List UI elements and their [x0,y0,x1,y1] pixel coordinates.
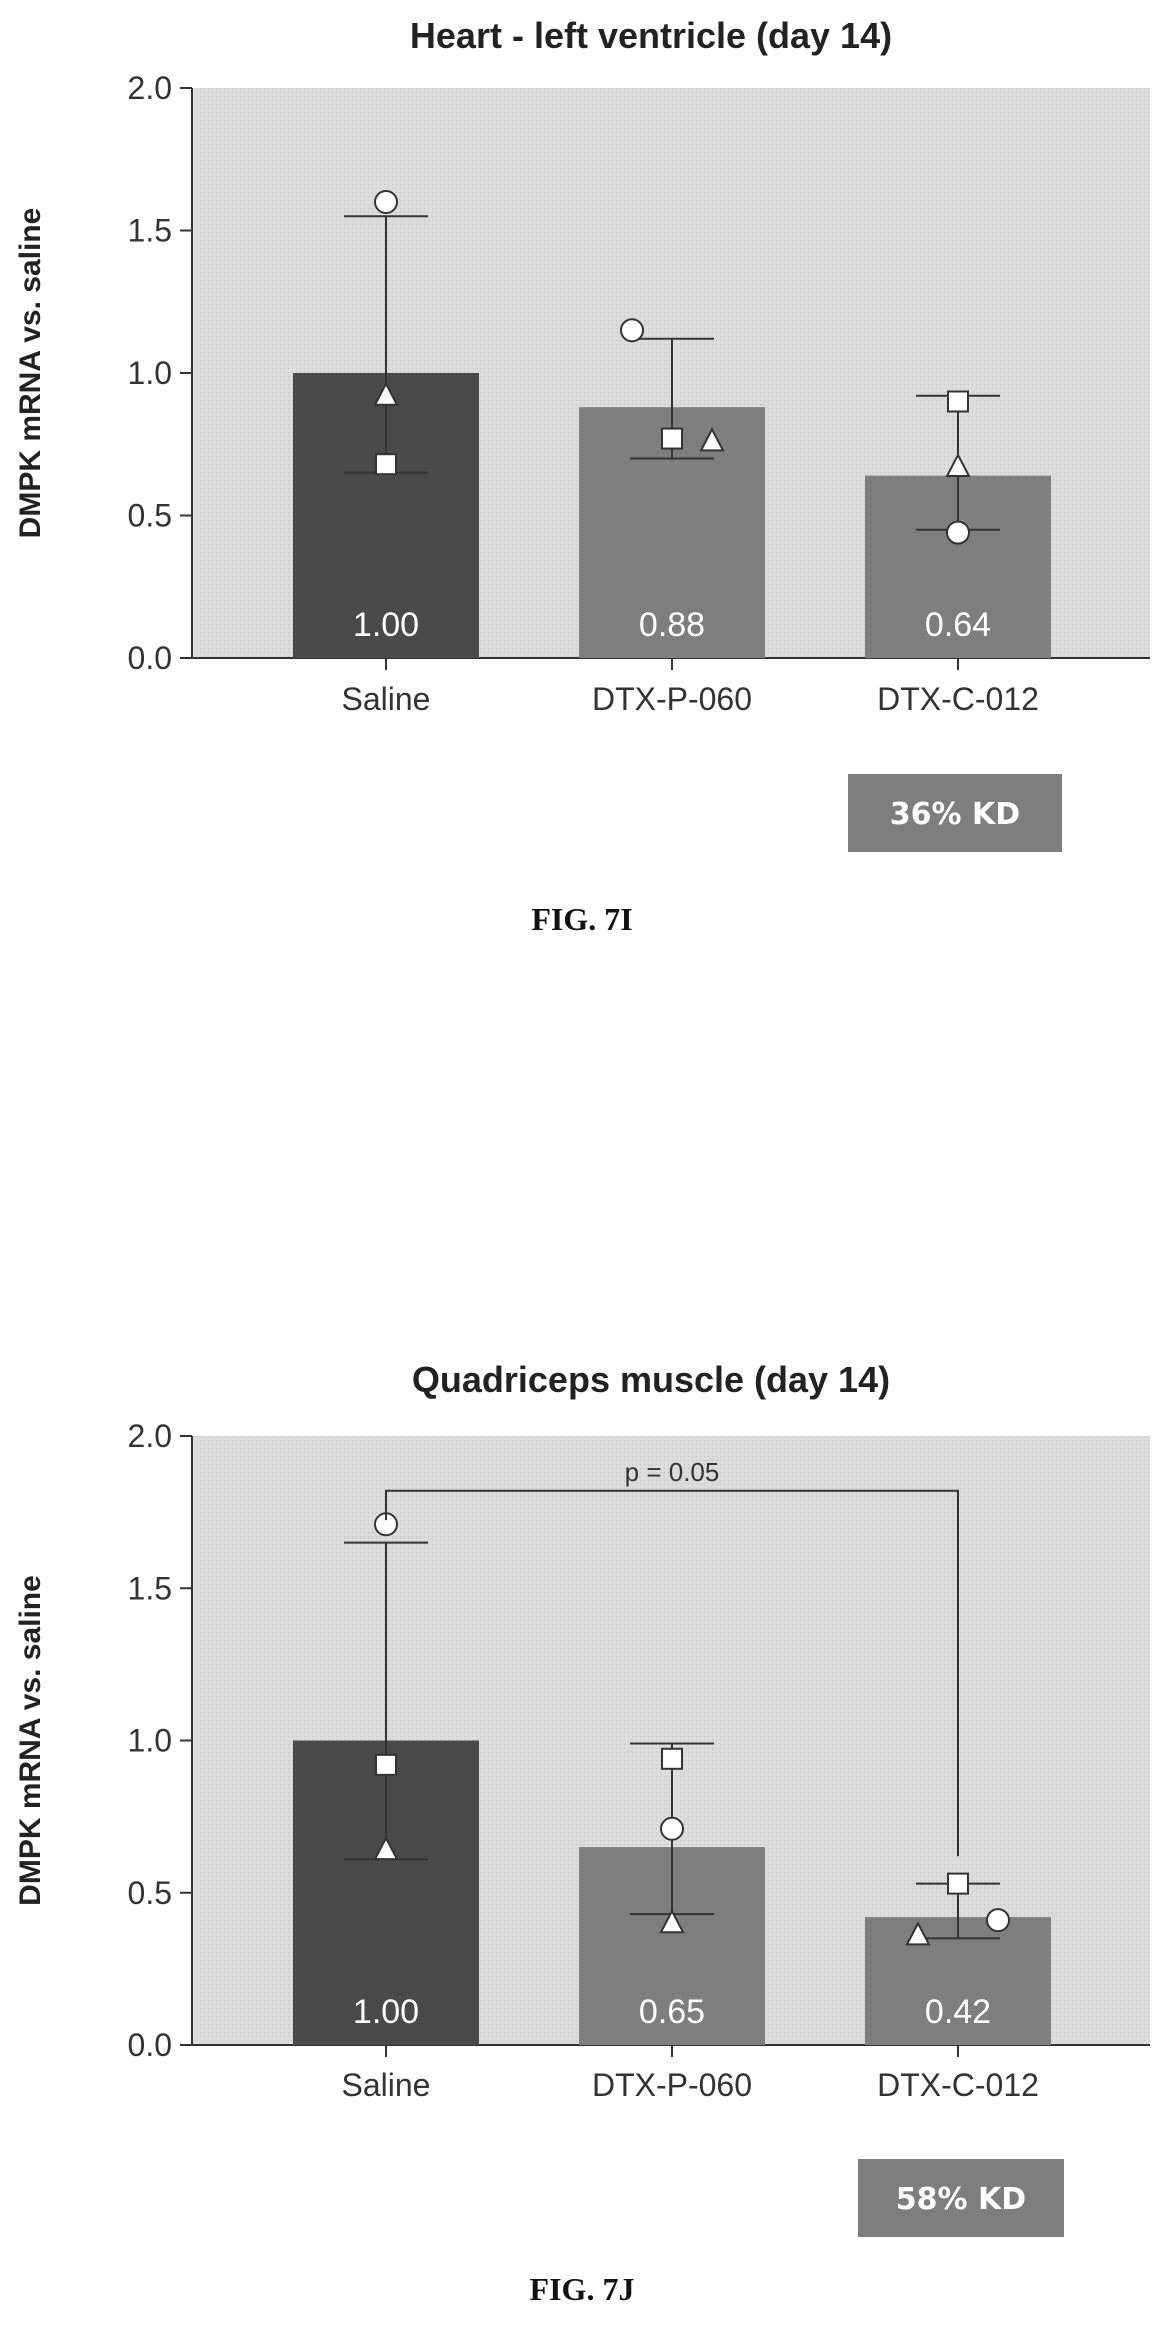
data-point-square [947,1872,969,1895]
y-axis-label: DMPK mRNA vs. saline [14,1575,47,1906]
chart-2: Quadriceps muscle (day 14) DMPK mRNA vs. … [14,1359,1150,2307]
bar-value-label: 1.00 [353,606,419,644]
chart-title: Heart - left ventricle (day 14) [410,15,892,56]
data-point-circle [986,1908,1010,1933]
data-point-circle [374,190,398,214]
y-tick-label: 2.0 [128,1418,172,1454]
y-tick-label: 1.5 [128,1570,172,1606]
y-tick-label: 1.0 [128,1723,172,1759]
data-point-triangle [905,1921,931,1946]
y-tick-label: 0.0 [128,640,172,676]
data-point-triangle [659,1909,685,1934]
data-point-triangle [373,1835,399,1861]
data-point-square [661,1747,683,1770]
x-tick-label: DTX-P-060 [592,2067,752,2103]
figure-label: FIG. 7J [530,2271,635,2307]
bar-value-label: 0.88 [639,606,705,644]
data-point-circle [620,318,644,343]
kd-badge [858,2159,1064,2237]
data-point-square [375,453,397,476]
x-tick-label: DTX-P-060 [592,681,752,717]
bar-value-label: 0.42 [925,1993,991,2031]
chart-title: Quadriceps muscle (day 14) [412,1359,890,1400]
p-value-label: p = 0.05 [625,1457,720,1487]
x-tick-label: DTX-C-012 [877,681,1039,717]
y-tick-label: 0.5 [128,498,172,534]
significance-bracket [385,1489,959,1857]
bar-value-label: 1.00 [353,1993,419,2031]
x-tick-label: Saline [342,2067,431,2103]
data-point-triangle [699,427,725,452]
data-point-circle [946,520,970,545]
bar-value-label: 0.64 [925,606,991,644]
chart-1: Heart - left ventricle (day 14) DMPK mRNA… [14,15,1150,937]
bar-value-label: 0.65 [639,1993,705,2031]
data-point-square [947,390,969,413]
data-point-triangle [373,381,399,406]
data-point-circle [660,1816,684,1841]
x-tick-label: DTX-C-012 [877,2067,1039,2103]
y-tick-label: 1.5 [128,213,172,249]
y-tick-label: 2.0 [128,70,172,106]
kd-badge [848,774,1062,852]
x-tick-label: Saline [342,681,431,717]
data-point-triangle [945,452,971,478]
kd-badge-label: 36% KD [890,797,1020,832]
kd-badge-label: 58% KD [896,2182,1026,2217]
data-point-square [375,1753,397,1776]
data-point-square [661,427,683,450]
y-tick-label: 0.5 [128,1875,172,1911]
y-tick-label: 1.0 [128,355,172,391]
y-tick-label: 0.0 [128,2027,172,2063]
figure-label: FIG. 7I [531,901,632,937]
y-axis-label: DMPK mRNA vs. saline [14,208,47,539]
